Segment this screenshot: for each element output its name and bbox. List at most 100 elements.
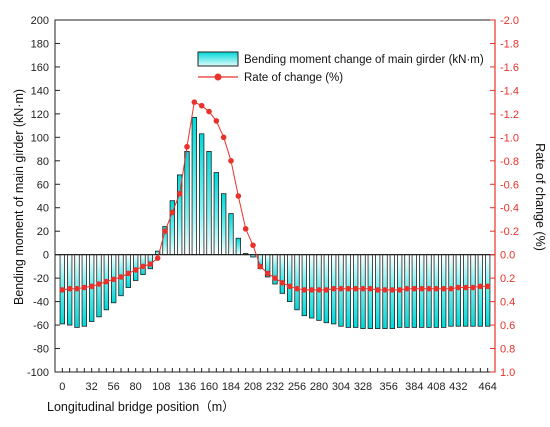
right-y-tick-label: 0.2 bbox=[500, 273, 515, 285]
left-y-tick-label: 0 bbox=[43, 250, 49, 262]
line-point bbox=[330, 285, 337, 292]
line-point bbox=[176, 190, 183, 197]
bar bbox=[220, 193, 227, 256]
legend-line-marker bbox=[214, 73, 222, 81]
right-y-tick-label: 0.4 bbox=[500, 297, 515, 309]
line-point bbox=[484, 283, 491, 290]
left-y-tick-label: 120 bbox=[31, 109, 49, 121]
line-point bbox=[162, 228, 168, 234]
line-point bbox=[382, 287, 388, 293]
right-y-axis: -2.0 -1.8 -1.6 -1.4 -1.2 -1.0 -0.8 -0.6 -0.4 -0.2… bbox=[490, 15, 519, 379]
line-point bbox=[279, 280, 286, 286]
left-y-tick-label: 180 bbox=[31, 38, 49, 50]
x-tick-label: 184 bbox=[222, 381, 240, 393]
x-tick-label: 0 bbox=[59, 381, 65, 393]
line-point bbox=[264, 270, 271, 277]
right-y-tick-label: -1.6 bbox=[500, 62, 519, 74]
x-tick-label: 384 bbox=[405, 381, 423, 393]
line-point bbox=[433, 285, 440, 292]
x-tick-label: 432 bbox=[449, 381, 467, 393]
right-y-tick-label: -1.2 bbox=[500, 109, 519, 121]
line-point bbox=[272, 275, 278, 281]
line-point bbox=[250, 242, 256, 249]
bar bbox=[462, 254, 469, 327]
line-point bbox=[308, 287, 315, 293]
x-tick-label: 160 bbox=[200, 381, 218, 393]
line-point bbox=[323, 287, 330, 293]
left-y-tick-label: -60 bbox=[33, 320, 49, 332]
bar bbox=[81, 254, 88, 327]
line-point bbox=[242, 226, 249, 232]
line-point bbox=[301, 287, 308, 293]
legend-line-label: Rate of change (%) bbox=[244, 72, 343, 84]
x-tick-label: 356 bbox=[379, 381, 397, 393]
left-y-tick-label: 80 bbox=[37, 156, 49, 168]
line-point bbox=[118, 274, 124, 280]
line-point bbox=[110, 276, 117, 283]
line-point bbox=[228, 158, 234, 164]
line-point bbox=[184, 143, 190, 150]
right-y-axis-title: Rate of change (%) bbox=[533, 143, 547, 251]
x-tick-label: 464 bbox=[478, 381, 496, 393]
bar bbox=[235, 237, 242, 256]
line-point bbox=[235, 193, 242, 199]
line-point bbox=[125, 270, 132, 277]
line-series bbox=[59, 99, 491, 293]
line-point bbox=[389, 287, 396, 293]
x-tick-label: 232 bbox=[266, 381, 284, 393]
left-y-tick-label: 160 bbox=[31, 62, 49, 74]
left-y-tick-label: -40 bbox=[33, 297, 49, 309]
line-point bbox=[462, 284, 469, 291]
line-point bbox=[59, 287, 66, 293]
right-y-tick-label: -0.4 bbox=[500, 203, 519, 215]
right-y-tick-label: 0.8 bbox=[500, 344, 515, 356]
line-point bbox=[213, 118, 220, 124]
x-tick-label: 280 bbox=[310, 381, 328, 393]
left-y-tick-label: 100 bbox=[31, 132, 49, 144]
line-point bbox=[338, 285, 344, 292]
bar bbox=[191, 116, 198, 256]
plot-area: 200180160140120100806040200-20-40-60-80-… bbox=[27, 15, 519, 393]
legend-bar-label: Bending moment change of main girder (kN… bbox=[244, 54, 484, 66]
line-point bbox=[411, 285, 418, 292]
line-point bbox=[360, 285, 366, 292]
right-y-tick-label: 0.0 bbox=[500, 250, 515, 262]
left-y-tick-label: 140 bbox=[31, 85, 49, 97]
right-y-tick-label: -0.2 bbox=[500, 226, 519, 238]
line-point bbox=[140, 263, 146, 270]
bar bbox=[198, 133, 205, 256]
line-point bbox=[455, 284, 462, 291]
left-y-tick-label: -80 bbox=[33, 344, 49, 356]
line-point bbox=[191, 99, 198, 105]
line-point bbox=[169, 209, 176, 216]
x-tick-label: 108 bbox=[152, 381, 170, 393]
line-point bbox=[220, 134, 227, 141]
bar bbox=[470, 254, 476, 327]
line-point bbox=[132, 267, 139, 273]
left-y-tick-label: -100 bbox=[27, 367, 49, 379]
bar bbox=[360, 254, 366, 329]
line-point bbox=[396, 287, 403, 293]
line-point bbox=[448, 285, 454, 292]
bar bbox=[206, 151, 212, 256]
line-point bbox=[470, 284, 476, 291]
bar bbox=[213, 172, 220, 256]
bar bbox=[477, 254, 484, 327]
right-y-tick-label: 1.0 bbox=[500, 367, 515, 379]
line-point bbox=[103, 278, 110, 285]
legend-bar-swatch bbox=[197, 51, 239, 67]
line-point bbox=[404, 285, 410, 292]
bar-series bbox=[59, 116, 491, 329]
line-point bbox=[198, 102, 205, 109]
right-y-tick-label: 0.6 bbox=[500, 320, 515, 332]
x-tick-label: 56 bbox=[108, 381, 120, 393]
x-tick-label: 136 bbox=[178, 381, 196, 393]
line-point bbox=[206, 108, 212, 115]
line-point bbox=[477, 283, 484, 290]
left-y-tick-label: -20 bbox=[33, 273, 49, 285]
x-tick-label: 256 bbox=[288, 381, 306, 393]
line-point bbox=[426, 285, 432, 292]
left-y-axis-title: Bending moment of main girder (kN·m) bbox=[12, 89, 26, 305]
line-point bbox=[66, 285, 73, 292]
